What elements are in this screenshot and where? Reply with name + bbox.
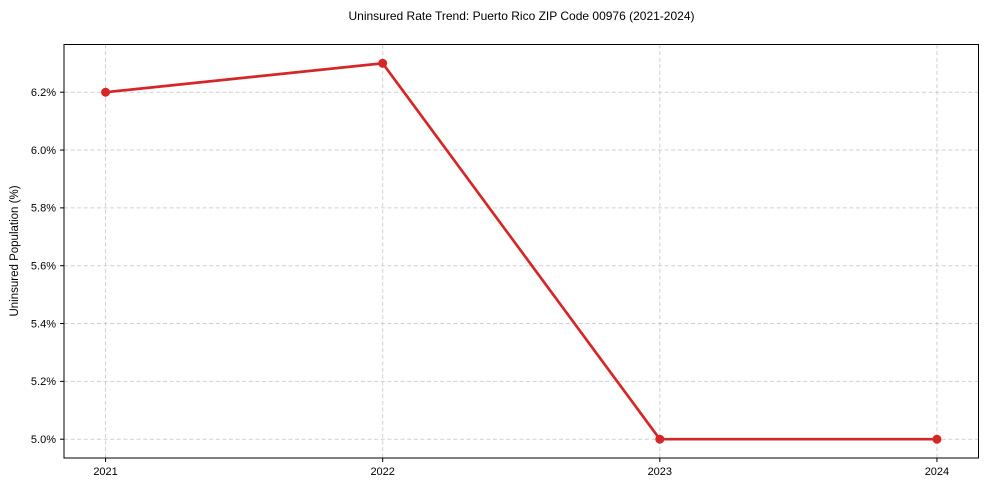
x-tick-label: 2024 xyxy=(925,466,949,478)
x-tick-label: 2021 xyxy=(93,466,117,478)
y-tick-label: 6.2% xyxy=(31,87,56,99)
trend-line xyxy=(104,61,939,441)
x-tick-label: 2023 xyxy=(648,466,672,478)
data-point xyxy=(378,58,388,68)
plot-border xyxy=(63,44,979,459)
y-tick-label: 5.0% xyxy=(31,434,56,446)
data-point xyxy=(655,434,665,444)
x-tick-label: 2022 xyxy=(370,466,394,478)
y-tick-label: 5.6% xyxy=(31,261,56,273)
y-tick-label: 5.8% xyxy=(31,203,56,215)
y-tick-label: 5.2% xyxy=(31,376,56,388)
data-point xyxy=(101,87,111,97)
data-point xyxy=(932,434,942,444)
chart-title: Uninsured Rate Trend: Puerto Rico ZIP Co… xyxy=(348,9,695,23)
y-tick-label: 6.0% xyxy=(31,145,56,157)
y-tick-label: 5.4% xyxy=(31,318,56,330)
